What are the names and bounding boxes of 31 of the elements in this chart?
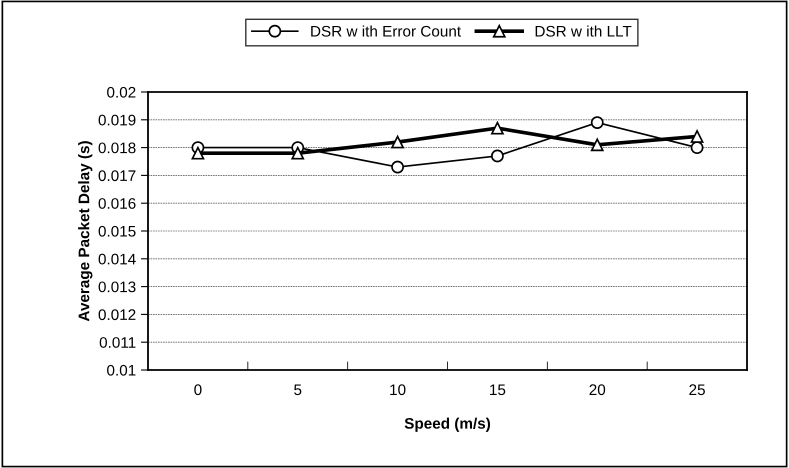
- point: [391, 136, 404, 148]
- y-tick-label: 0.012: [98, 309, 136, 320]
- x-tick-label: 20: [590, 384, 606, 396]
- legend-label: DSR w ith Error Count: [311, 25, 461, 37]
- legend-label: DSR w ith LLT: [536, 25, 632, 37]
- x-tick-label: 15: [490, 384, 506, 396]
- y-tick-label: 0.02: [107, 86, 136, 98]
- y-tick-label: 0.016: [98, 198, 136, 209]
- point: [291, 146, 304, 160]
- x-tick-label: 10: [390, 384, 406, 396]
- y-tick-label: 0.018: [98, 142, 136, 154]
- y-tick-label: 0.014: [98, 254, 136, 264]
- y-tick-label: 0.013: [98, 281, 136, 292]
- point: [391, 160, 404, 174]
- point: [590, 116, 604, 129]
- y-tick-label: 0.017: [98, 170, 136, 182]
- y-tick-label: 0.011: [100, 337, 136, 348]
- y-tick-label: 0.015: [98, 226, 136, 237]
- point: [690, 130, 704, 143]
- point: [192, 146, 204, 160]
- point: [690, 141, 704, 154]
- x-axis-title: Speed (m/s): [404, 418, 490, 432]
- point: [491, 122, 504, 135]
- y-tick-label: 0.019: [98, 114, 136, 126]
- x-tick-label: 0: [194, 384, 202, 396]
- point: [590, 138, 604, 152]
- point: [491, 150, 504, 162]
- y-axis-title: Average Packet Delay (s): [78, 141, 92, 322]
- y-tick-label: 0.01: [107, 364, 136, 376]
- x-tick-label: 5: [294, 384, 302, 396]
- x-tick-label: 25: [689, 384, 705, 396]
